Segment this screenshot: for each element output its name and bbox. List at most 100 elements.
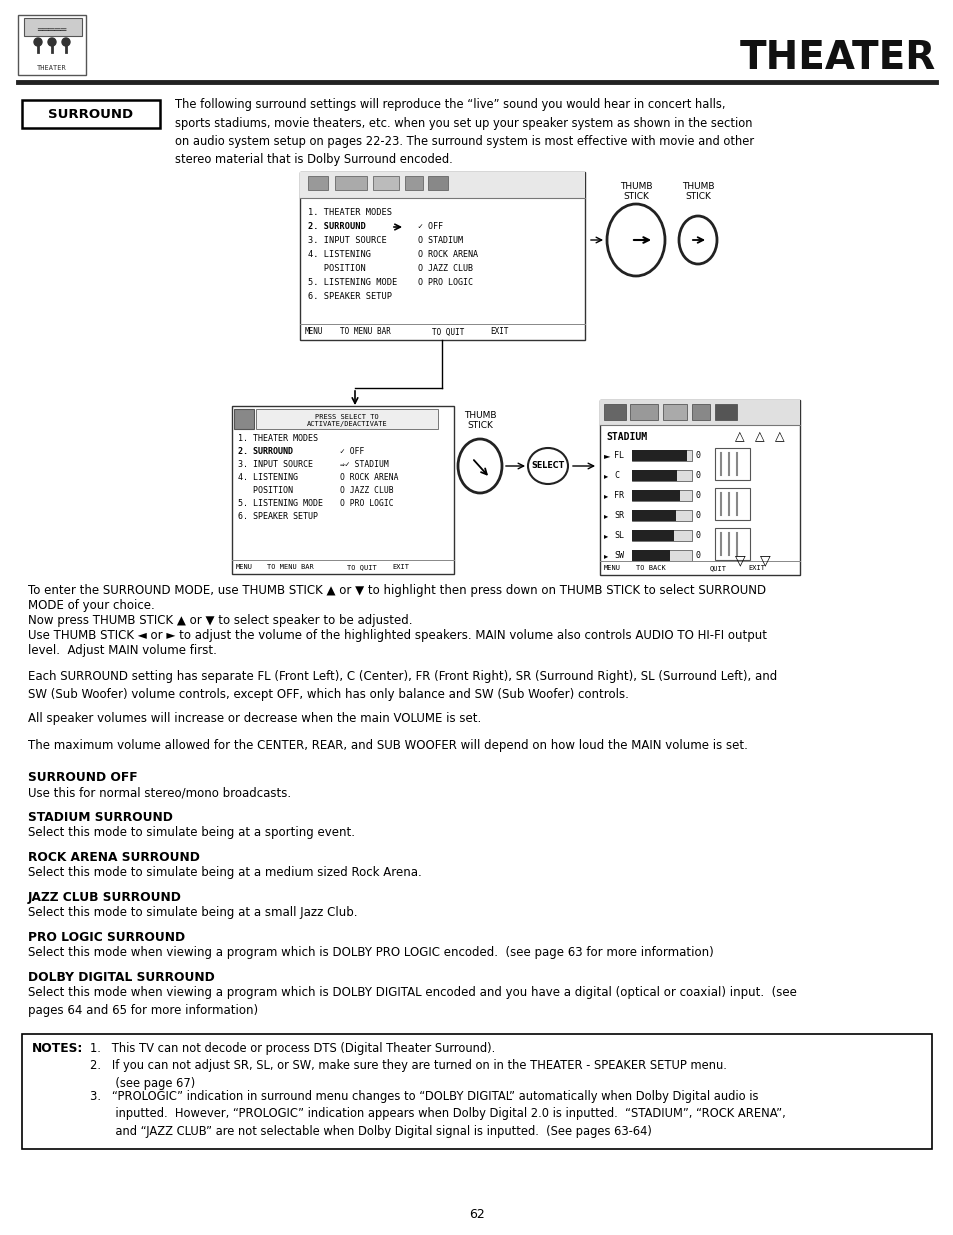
Text: POSITION: POSITION — [237, 487, 293, 495]
Text: O ROCK ARENA: O ROCK ARENA — [417, 249, 477, 259]
Text: QUIT: QUIT — [709, 564, 726, 571]
Text: 4. LISTENING: 4. LISTENING — [308, 249, 371, 259]
Text: To enter the SURROUND MODE, use THUMB STICK ▲ or ▼ to highlight then press down : To enter the SURROUND MODE, use THUMB ST… — [28, 584, 765, 597]
Bar — [18, 15, 86, 75]
Text: SURROUND OFF: SURROUND OFF — [28, 771, 137, 784]
Text: level.  Adjust MAIN volume first.: level. Adjust MAIN volume first. — [28, 643, 216, 657]
Text: ▸: ▸ — [603, 472, 608, 480]
Text: Each SURROUND setting has separate FL (Front Left), C (Center), FR (Front Right): Each SURROUND setting has separate FL (F… — [28, 671, 777, 701]
Bar — [631, 530, 691, 541]
Text: MODE of your choice.: MODE of your choice. — [28, 599, 154, 613]
Text: THEATER: THEATER — [739, 40, 935, 77]
Text: C: C — [614, 472, 618, 480]
Text: 5. LISTENING MODE: 5. LISTENING MODE — [237, 499, 323, 508]
Text: SELECT: SELECT — [531, 462, 564, 471]
Text: Select this mode to simulate being at a sporting event.: Select this mode to simulate being at a … — [28, 826, 355, 839]
Text: EXIT: EXIT — [747, 564, 764, 571]
Text: The following surround settings will reproduce the “live” sound you would hear i: The following surround settings will rep… — [174, 98, 753, 167]
Text: O ROCK ARENA: O ROCK ARENA — [339, 473, 398, 482]
Text: TO QUIT: TO QUIT — [432, 327, 464, 336]
Text: JAZZ CLUB SURROUND: JAZZ CLUB SURROUND — [28, 890, 182, 904]
Text: ROCK ARENA SURROUND: ROCK ARENA SURROUND — [28, 851, 200, 864]
Bar — [629, 404, 658, 420]
Text: STICK: STICK — [622, 191, 648, 201]
Text: TO QUIT: TO QUIT — [347, 564, 376, 571]
Bar — [714, 404, 737, 420]
Bar — [308, 177, 328, 190]
Text: ✓ OFF: ✓ OFF — [339, 447, 364, 456]
Bar — [599, 400, 800, 425]
Text: The maximum volume allowed for the CENTER, REAR, and SUB WOOFER will depend on h: The maximum volume allowed for the CENTE… — [28, 739, 747, 752]
Text: 0: 0 — [696, 472, 700, 480]
Text: STICK: STICK — [467, 421, 493, 430]
Bar — [631, 530, 673, 541]
Bar — [714, 529, 749, 559]
Text: Use this for normal stereo/mono broadcasts.: Use this for normal stereo/mono broadcas… — [28, 785, 291, 799]
Text: SR: SR — [614, 511, 623, 520]
Text: 0: 0 — [696, 511, 700, 520]
Bar — [631, 550, 669, 561]
Bar — [22, 1034, 931, 1149]
Circle shape — [62, 38, 70, 46]
Text: 6. SPEAKER SETUP: 6. SPEAKER SETUP — [308, 291, 392, 301]
Bar — [631, 471, 677, 480]
Text: O JAZZ CLUB: O JAZZ CLUB — [339, 487, 394, 495]
Text: FR: FR — [614, 492, 623, 500]
Text: O PRO LOGIC: O PRO LOGIC — [339, 499, 394, 508]
Text: △: △ — [755, 430, 764, 443]
Bar — [631, 550, 691, 561]
Text: ►: ► — [603, 452, 610, 461]
Text: THUMB: THUMB — [619, 182, 652, 191]
Circle shape — [34, 38, 42, 46]
Text: Select this mode when viewing a program which is DOLBY DIGITAL encoded and you h: Select this mode when viewing a program … — [28, 986, 796, 1016]
Text: ▽: ▽ — [759, 553, 769, 567]
Text: NOTES:: NOTES: — [32, 1042, 83, 1055]
Bar — [232, 406, 454, 574]
Bar — [631, 490, 691, 501]
Text: DOLBY DIGITAL SURROUND: DOLBY DIGITAL SURROUND — [28, 971, 214, 984]
Text: THUMB: THUMB — [681, 182, 714, 191]
Text: Select this mode to simulate being at a medium sized Rock Arena.: Select this mode to simulate being at a … — [28, 866, 421, 879]
Text: 3.   “PROLOGIC” indication in surround menu changes to “DOLBY DIGITAL” automatic: 3. “PROLOGIC” indication in surround men… — [90, 1091, 785, 1137]
Text: SURROUND: SURROUND — [49, 107, 133, 121]
Ellipse shape — [606, 204, 664, 275]
Text: 2. SURROUND: 2. SURROUND — [237, 447, 293, 456]
Bar — [599, 400, 800, 576]
Text: 0: 0 — [696, 492, 700, 500]
Text: 0: 0 — [696, 552, 700, 561]
Text: STICK: STICK — [684, 191, 710, 201]
Text: 1.   This TV can not decode or process DTS (Digital Theater Surround).: 1. This TV can not decode or process DTS… — [90, 1042, 495, 1055]
Text: Select this mode to simulate being at a small Jazz Club.: Select this mode to simulate being at a … — [28, 906, 357, 919]
Text: ▽: ▽ — [734, 553, 744, 567]
Text: EXIT: EXIT — [392, 564, 409, 571]
Text: ⇒✓ STADIUM: ⇒✓ STADIUM — [339, 459, 388, 469]
Text: PRO LOGIC SURROUND: PRO LOGIC SURROUND — [28, 931, 185, 944]
Text: TO BACK: TO BACK — [636, 564, 665, 571]
Bar — [24, 19, 82, 36]
Text: TO MENU BAR: TO MENU BAR — [267, 564, 314, 571]
Text: Now press THUMB STICK ▲ or ▼ to select speaker to be adjusted.: Now press THUMB STICK ▲ or ▼ to select s… — [28, 614, 412, 627]
Text: ACTIVATE/DEACTIVATE: ACTIVATE/DEACTIVATE — [306, 421, 387, 427]
Bar — [299, 172, 584, 198]
Text: 1. THEATER MODES: 1. THEATER MODES — [308, 207, 392, 217]
Bar — [335, 177, 367, 190]
Text: 6. SPEAKER SETUP: 6. SPEAKER SETUP — [237, 513, 317, 521]
Text: ═════: ═════ — [37, 25, 67, 35]
Text: 0: 0 — [696, 452, 700, 461]
Circle shape — [48, 38, 56, 46]
Bar — [631, 490, 679, 501]
Text: FL: FL — [614, 452, 623, 461]
Ellipse shape — [527, 448, 567, 484]
Text: 0: 0 — [696, 531, 700, 541]
Text: All speaker volumes will increase or decrease when the main VOLUME is set.: All speaker volumes will increase or dec… — [28, 713, 480, 725]
Text: SW: SW — [614, 552, 623, 561]
Bar — [631, 450, 686, 461]
Bar — [428, 177, 448, 190]
Text: ▸: ▸ — [603, 511, 608, 520]
Text: 3. INPUT SOURCE: 3. INPUT SOURCE — [237, 459, 313, 469]
Bar — [255, 409, 437, 429]
Text: MENU: MENU — [305, 327, 323, 336]
Bar — [714, 488, 749, 520]
Text: Use THUMB STICK ◄ or ► to adjust the volume of the highlighted speakers. MAIN vo: Use THUMB STICK ◄ or ► to adjust the vol… — [28, 629, 766, 642]
Text: POSITION: POSITION — [308, 264, 365, 273]
